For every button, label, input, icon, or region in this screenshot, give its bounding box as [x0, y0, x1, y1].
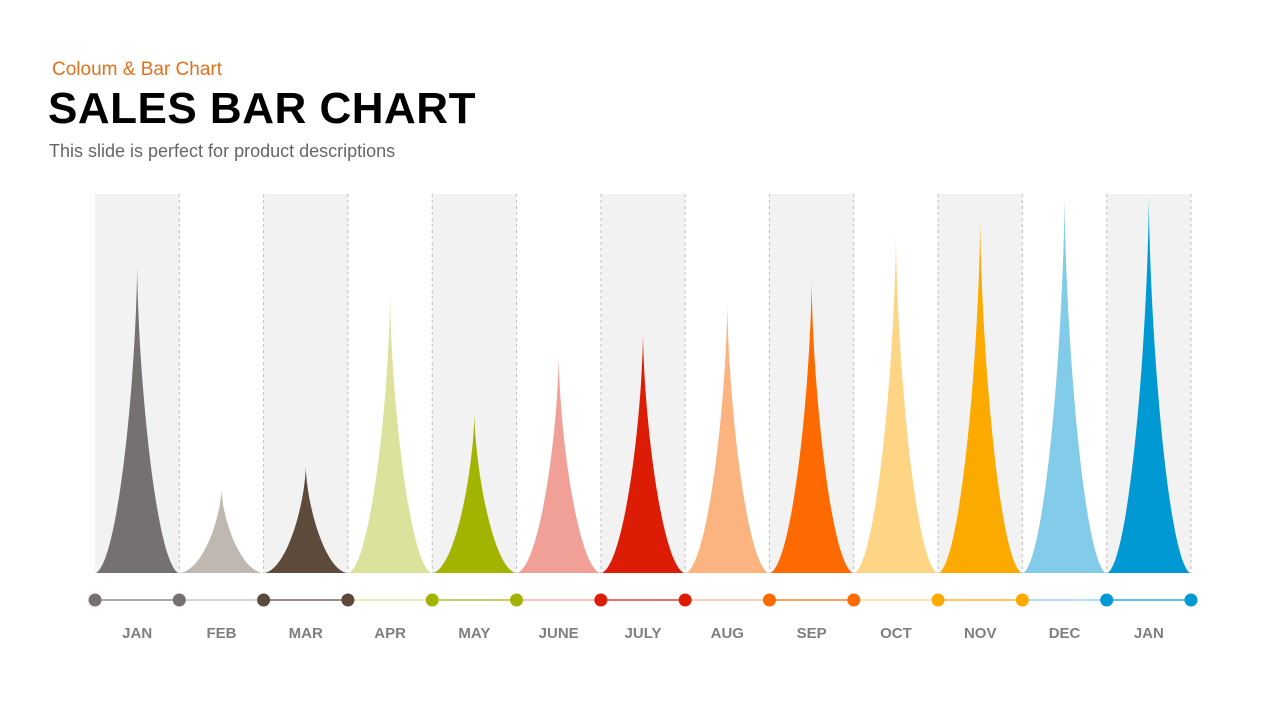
category-label: NOV: [964, 625, 997, 642]
timeline-dot: [1100, 593, 1114, 607]
timeline-dot: [931, 593, 945, 607]
category-label: MAR: [289, 625, 323, 642]
slide-title: SALES BAR CHART: [48, 84, 476, 133]
category-label: JULY: [625, 625, 662, 642]
category-label: OCT: [880, 625, 912, 642]
timeline-dot: [425, 593, 439, 607]
bar-feb-1: [180, 489, 263, 573]
category-label: DEC: [1049, 625, 1081, 642]
timeline-dot: [257, 593, 271, 607]
category-label: JAN: [1134, 625, 1164, 642]
bar-dec-11: [1023, 197, 1106, 574]
category-label: SEP: [797, 625, 827, 642]
category-label: JAN: [122, 625, 152, 642]
bar-apr-3: [348, 296, 432, 573]
category-label: FEB: [206, 625, 236, 642]
bar-june-5: [517, 356, 600, 573]
bar-jan-12: [1107, 197, 1190, 574]
slide-kicker: Coloum & Bar Chart: [52, 59, 223, 80]
category-label: APR: [374, 625, 406, 642]
timeline-dot: [762, 593, 776, 607]
bar-nov-10: [939, 220, 1022, 573]
bar-aug-7: [686, 303, 769, 573]
category-label: AUG: [711, 625, 744, 642]
timeline-dot: [88, 593, 102, 607]
timeline-dot: [510, 593, 524, 607]
bar-jan-0: [96, 266, 179, 573]
category-label: JUNE: [539, 625, 579, 642]
timeline-dot: [847, 593, 861, 607]
timeline-dot: [678, 593, 692, 607]
timeline-dot: [1015, 593, 1029, 607]
timeline-dot: [172, 593, 186, 607]
timeline-dot: [594, 593, 608, 607]
slide-subtitle: This slide is perfect for product descri…: [49, 141, 396, 161]
bar-july-6: [601, 334, 685, 573]
timeline-dot: [1184, 593, 1198, 607]
bar-oct-9: [854, 235, 938, 573]
bar-may-4: [433, 413, 516, 573]
category-label: MAY: [458, 625, 490, 642]
timeline-dot: [341, 593, 355, 607]
bar-mar-2: [264, 466, 347, 573]
bar-sep-8: [770, 281, 853, 573]
